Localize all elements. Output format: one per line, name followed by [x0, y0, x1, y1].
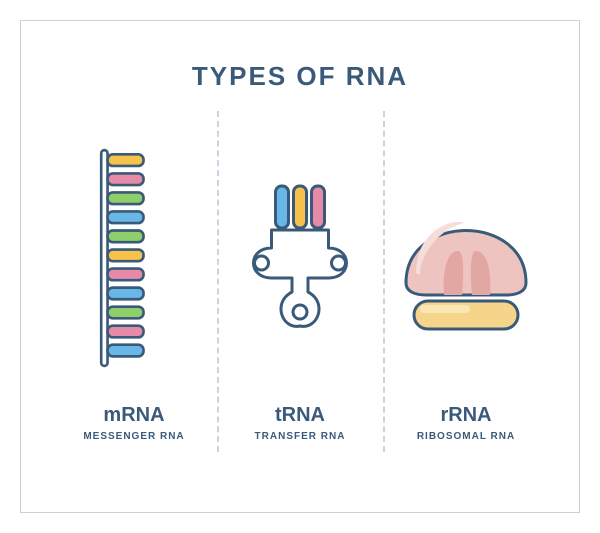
page-title: TYPES OF RNA — [21, 61, 579, 92]
trna-labels: tRNA TRANSFER RNA — [255, 404, 346, 452]
rrna-desc: RIBOSOMAL RNA — [417, 431, 515, 442]
col-mrna: mRNA MESSENGER RNA — [51, 111, 217, 452]
mrna-desc: MESSENGER RNA — [83, 431, 184, 442]
columns-grid: mRNA MESSENGER RNA tRNA TRANSFER RNA rRN… — [51, 111, 549, 452]
mrna-abbr: mRNA — [83, 404, 184, 427]
rrna-abbr: rRNA — [417, 404, 515, 427]
mrna-icon — [89, 148, 179, 368]
rrna-labels: rRNA RIBOSOMAL RNA — [417, 404, 515, 452]
frame: TYPES OF RNA mRNA MESSENGER RNA tRNA TRA… — [20, 20, 580, 513]
rrna-icon — [386, 168, 546, 348]
rrna-figure — [383, 111, 549, 404]
trna-icon — [230, 168, 370, 348]
col-trna: tRNA TRANSFER RNA — [217, 111, 383, 452]
mrna-labels: mRNA MESSENGER RNA — [83, 404, 184, 452]
mrna-figure — [51, 111, 217, 404]
trna-abbr: tRNA — [255, 404, 346, 427]
col-rrna: rRNA RIBOSOMAL RNA — [383, 111, 549, 452]
trna-figure — [217, 111, 383, 404]
trna-desc: TRANSFER RNA — [255, 431, 346, 442]
